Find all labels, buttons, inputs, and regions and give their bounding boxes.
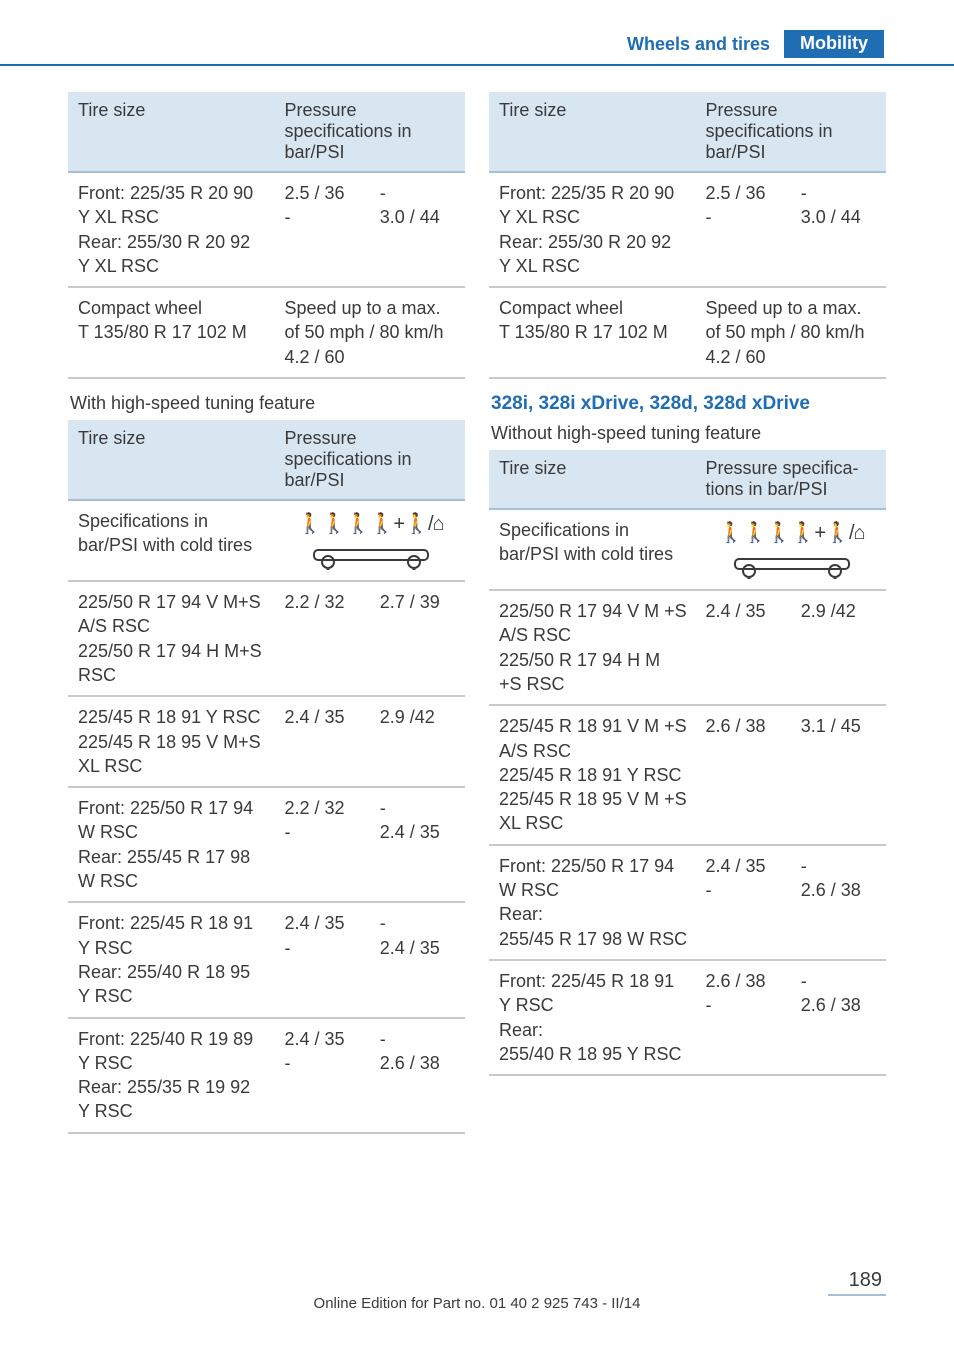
table-row: Compact wheel T 135/80 R 17 102 M Speed …: [489, 287, 886, 378]
cell-spec-label: Specifications in bar/PSI with cold tire…: [68, 500, 274, 581]
cell-v2: - 2.6 / 38: [791, 960, 886, 1075]
right-table-b: Tire size Pressure specifica‐ tions in b…: [489, 450, 886, 1076]
table-row-spec-icons: Specifications in bar/PSI with cold tire…: [489, 509, 886, 590]
cell-v1: 2.4 / 35 -: [274, 902, 369, 1017]
breadcrumb-section: Wheels and tires: [627, 30, 784, 58]
table-row: Front: 225/35 R 20 90 Y XL RSC Rear: 255…: [68, 172, 465, 287]
top-bar: Wheels and tires Mobility: [0, 28, 954, 66]
right-column: Tire size Pressure specifications in bar…: [489, 92, 886, 1148]
cell-size: Compact wheel T 135/80 R 17 102 M: [68, 287, 274, 378]
spec-icons: 🚶🚶🚶🚶+🚶/⌂: [284, 509, 457, 572]
cell-size: Front: 225/45 R 18 91 Y RSC Rear: 255/40…: [68, 902, 274, 1017]
table-row: Front: 225/45 R 18 91 Y RSC Rear: 255/40…: [489, 960, 886, 1075]
cell-spec-icons: 🚶🚶🚶🚶+🚶/⌂: [274, 500, 465, 581]
th-tire-size: Tire size: [68, 92, 274, 172]
cell-v1: 2.5 / 36 -: [695, 172, 790, 287]
cell-v2: 2.7 / 39: [370, 581, 465, 696]
cell-v2: 3.1 / 45: [791, 705, 886, 844]
cell-spec-label: Specifications in bar/PSI with cold tire…: [489, 509, 695, 590]
th-pressure: Pressure specifications in bar/PSI: [274, 92, 465, 172]
cell-v1: 2.4 / 35 -: [274, 1018, 369, 1133]
spec-icons: 🚶🚶🚶🚶+🚶/⌂: [705, 518, 878, 581]
th-tire-size: Tire size: [489, 92, 695, 172]
cell-spec-icons: 🚶🚶🚶🚶+🚶/⌂: [695, 509, 886, 590]
cell-size: Front: 225/40 R 19 89 Y RSC Rear: 255/35…: [68, 1018, 274, 1133]
cell-size: 225/45 R 18 91 V M +S A/S RSC 225/45 R 1…: [489, 705, 695, 844]
cell-v2: - 2.6 / 38: [370, 1018, 465, 1133]
cell-v2: 2.9 /42: [370, 696, 465, 787]
cell-size: Front: 225/45 R 18 91 Y RSC Rear: 255/40…: [489, 960, 695, 1075]
subhead-right: Without high-speed tuning feature: [491, 423, 886, 444]
cell-size: 225/45 R 18 91 Y RSC 225/45 R 18 95 V M+…: [68, 696, 274, 787]
model-heading: 328i, 328i xDrive, 328d, 328d xDrive: [491, 393, 886, 415]
cell-val: Speed up to a max. of 50 mph / 80 km/h 4…: [274, 287, 465, 378]
table-row: 225/50 R 17 94 V M+S A/S RSC 225/50 R 17…: [68, 581, 465, 696]
cell-v1: 2.5 / 36 -: [274, 172, 369, 287]
th-tire-size: Tire size: [489, 450, 695, 509]
cell-size: Front: 225/35 R 20 90 Y XL RSC Rear: 255…: [68, 172, 274, 287]
table-row: Front: 225/40 R 19 89 Y RSC Rear: 255/35…: [68, 1018, 465, 1133]
breadcrumb: Wheels and tires Mobility: [627, 30, 884, 58]
table-row: Front: 225/50 R 17 94 W RSC Rear: 255/45…: [489, 845, 886, 960]
th-tire-size: Tire size: [68, 420, 274, 500]
page: Wheels and tires Mobility Tire size Pres…: [0, 0, 954, 1354]
th-pressure: Pressure specifica‐ tions in bar/PSI: [695, 450, 886, 509]
cell-size: 225/50 R 17 94 V M+S A/S RSC 225/50 R 17…: [68, 581, 274, 696]
cell-v1: 2.6 / 38 -: [695, 960, 790, 1075]
cell-size: Front: 225/50 R 17 94 W RSC Rear: 255/45…: [489, 845, 695, 960]
right-table-a: Tire size Pressure specifications in bar…: [489, 92, 886, 379]
breadcrumb-tab: Mobility: [784, 30, 884, 58]
car-load-icon: [296, 542, 446, 570]
table-row: 225/45 R 18 91 V M +S A/S RSC 225/45 R 1…: [489, 705, 886, 844]
left-table-a: Tire size Pressure specifications in bar…: [68, 92, 465, 379]
cell-v2: - 2.4 / 35: [370, 787, 465, 902]
car-load-icon: [717, 551, 867, 579]
table-row: Front: 225/45 R 18 91 Y RSC Rear: 255/40…: [68, 902, 465, 1017]
cell-v1: 2.4 / 35: [695, 590, 790, 705]
left-table-b: Tire size Pressure specifications in bar…: [68, 420, 465, 1134]
table-row: 225/50 R 17 94 V M +S A/S RSC 225/50 R 1…: [489, 590, 886, 705]
table-row: Front: 225/50 R 17 94 W RSC Rear: 255/45…: [68, 787, 465, 902]
table-row: Compact wheel T 135/80 R 17 102 M Speed …: [68, 287, 465, 378]
cell-v1: 2.6 / 38: [695, 705, 790, 844]
cell-v1: 2.2 / 32: [274, 581, 369, 696]
cell-v2: - 2.6 / 38: [791, 845, 886, 960]
cell-v1: 2.4 / 35: [274, 696, 369, 787]
cell-v1: 2.4 / 35 -: [695, 845, 790, 960]
th-pressure: Pressure specifications in bar/PSI: [274, 420, 465, 500]
cell-size: Compact wheel T 135/80 R 17 102 M: [489, 287, 695, 378]
footer-line: Online Edition for Part no. 01 40 2 925 …: [0, 1295, 954, 1312]
table-row: Front: 225/35 R 20 90 Y XL RSC Rear: 255…: [489, 172, 886, 287]
subhead-left: With high-speed tuning feature: [70, 393, 465, 414]
table-row: 225/45 R 18 91 Y RSC 225/45 R 18 95 V M+…: [68, 696, 465, 787]
cell-v1: 2.2 / 32 -: [274, 787, 369, 902]
content-columns: Tire size Pressure specifications in bar…: [68, 92, 886, 1148]
passengers-icon: 🚶🚶🚶🚶+🚶/⌂: [298, 511, 444, 538]
left-column: Tire size Pressure specifications in bar…: [68, 92, 465, 1148]
table-row-spec-icons: Specifications in bar/PSI with cold tire…: [68, 500, 465, 581]
cell-size: Front: 225/50 R 17 94 W RSC Rear: 255/45…: [68, 787, 274, 902]
page-number: 189: [849, 1269, 882, 1292]
cell-v2: 2.9 /42: [791, 590, 886, 705]
cell-size: Front: 225/35 R 20 90 Y XL RSC Rear: 255…: [489, 172, 695, 287]
passengers-icon: 🚶🚶🚶🚶+🚶/⌂: [719, 520, 865, 547]
cell-v2: - 3.0 / 44: [370, 172, 465, 287]
th-pressure: Pressure specifications in bar/PSI: [695, 92, 886, 172]
cell-size: 225/50 R 17 94 V M +S A/S RSC 225/50 R 1…: [489, 590, 695, 705]
cell-val: Speed up to a max. of 50 mph / 80 km/h 4…: [695, 287, 886, 378]
cell-v2: - 2.4 / 35: [370, 902, 465, 1017]
cell-v2: - 3.0 / 44: [791, 172, 886, 287]
